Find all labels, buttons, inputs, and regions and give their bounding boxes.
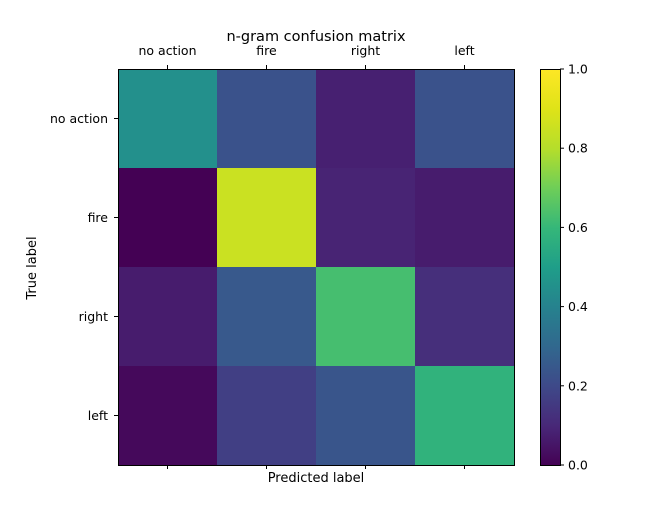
x-tick-label: fire bbox=[256, 43, 277, 58]
colorbar-tick-label: 0.8 bbox=[568, 141, 588, 156]
heatmap-cell bbox=[217, 168, 317, 268]
colorbar-tick-label: 0.2 bbox=[568, 378, 588, 393]
y-tick-label: no action bbox=[50, 111, 108, 126]
colorbar-tick-labels: 0.0 0.2 0.4 0.6 0.8 1.0 bbox=[560, 62, 588, 473]
colorbar-tick-label: 1.0 bbox=[568, 62, 588, 77]
heatmap-cell bbox=[118, 366, 218, 466]
chart-title: n-gram confusion matrix bbox=[226, 29, 405, 45]
heatmap-cell bbox=[316, 168, 416, 268]
heatmap-cell bbox=[415, 366, 515, 466]
plot-frame bbox=[118, 69, 515, 466]
x-tick-labels: no action fire right left bbox=[138, 43, 475, 69]
colorbar-tick-label: 0.0 bbox=[568, 458, 588, 473]
colorbar-tick-label: 0.4 bbox=[568, 299, 588, 314]
x-bottom-tick-marks bbox=[167, 465, 465, 469]
heatmap-cell bbox=[118, 267, 218, 367]
heatmap-cell bbox=[415, 69, 515, 169]
heatmap-cell bbox=[415, 267, 515, 367]
colorbar bbox=[540, 69, 561, 466]
y-tick-label: left bbox=[88, 408, 108, 423]
y-tick-label: fire bbox=[88, 210, 109, 225]
x-tick-label: left bbox=[454, 43, 474, 58]
colorbar-tick-label: 0.6 bbox=[568, 220, 588, 235]
heatmap-cell bbox=[316, 366, 416, 466]
x-tick-label: right bbox=[351, 43, 380, 58]
heatmap-cell bbox=[217, 69, 317, 169]
y-axis-label: True label bbox=[25, 236, 40, 300]
heatmap-cell bbox=[118, 168, 218, 268]
x-axis-label: Predicted label bbox=[268, 471, 365, 486]
heatmap-cell bbox=[217, 267, 317, 367]
heatmap-cell bbox=[316, 69, 416, 169]
x-tick-label: no action bbox=[138, 43, 196, 58]
y-tick-label: right bbox=[79, 309, 108, 324]
heatmap-cells bbox=[118, 69, 515, 466]
heatmap-cell bbox=[415, 168, 515, 268]
y-tick-labels: no action fire right left bbox=[50, 111, 118, 423]
heatmap-cell bbox=[316, 267, 416, 367]
heatmap-cell bbox=[118, 69, 218, 169]
heatmap-cell bbox=[217, 366, 317, 466]
